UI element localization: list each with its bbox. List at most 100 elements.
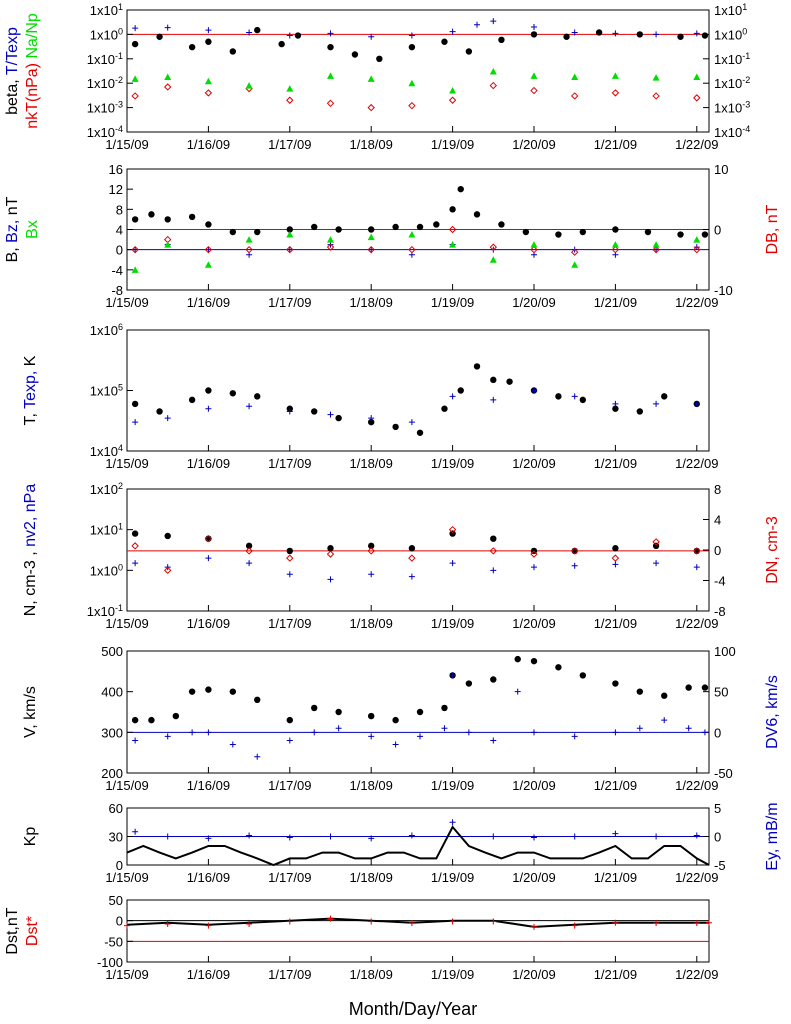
- data-point-density-1: [693, 564, 700, 571]
- data-point-beta-0: [441, 38, 448, 45]
- y-axis-label-density: N, cm-3 , nv2, nPa: [22, 484, 39, 617]
- data-point-mag-3: [611, 241, 619, 248]
- data-point-beta-0: [131, 40, 139, 48]
- data-point-temp-0: [335, 414, 342, 422]
- data-point-beta-1: [164, 24, 171, 31]
- data-point-beta-3: [652, 74, 660, 81]
- data-point-beta-1: [286, 32, 293, 39]
- data-point-temp-0: [457, 387, 464, 394]
- y-tick-label-right: 4: [714, 513, 721, 528]
- data-point-density-1: [368, 571, 375, 578]
- y-axis-label-right-density: DN, cm-3: [764, 516, 781, 584]
- y-tick-label-right: 0: [714, 543, 721, 558]
- x-tick-label: 1/18/09: [350, 137, 393, 152]
- y-axis-label-mag: B, Bz, nT: [4, 196, 21, 262]
- data-point-mag-0: [555, 231, 562, 238]
- data-point-mag-0: [416, 223, 424, 231]
- y-tick-label-right: 50: [714, 685, 728, 700]
- data-point-velocity-1: [701, 729, 708, 736]
- data-point-beta-3: [367, 75, 375, 82]
- data-point-temp-0: [392, 423, 399, 431]
- x-tick-label: 1/19/09: [431, 616, 474, 631]
- x-tick-label: 1/17/09: [268, 870, 311, 885]
- x-tick-label: 1/15/09: [105, 778, 148, 793]
- data-point-mag-0: [522, 228, 530, 236]
- data-point-velocity-1: [465, 729, 472, 736]
- y-tick-label: 0: [116, 243, 123, 258]
- data-point-dst-1: [449, 918, 456, 925]
- data-point-temp-0: [636, 408, 644, 415]
- data-point-mag-0: [457, 185, 464, 193]
- data-point-beta-0: [498, 36, 505, 44]
- data-point-beta-2: [131, 92, 139, 100]
- data-point-temp-0: [661, 393, 668, 400]
- data-point-mag-1: [286, 246, 293, 253]
- data-point-dst-1: [706, 919, 712, 926]
- y-tick-label: 50: [109, 893, 123, 908]
- data-point-mag-2: [204, 245, 213, 254]
- data-point-beta-0: [677, 33, 684, 40]
- data-point-dst-1: [490, 918, 497, 925]
- data-point-velocity-0: [286, 716, 293, 724]
- x-tick-label: 1/15/09: [105, 870, 148, 885]
- data-point-kp-1: [327, 833, 334, 840]
- data-point-beta-1: [653, 31, 660, 38]
- y-axis-label-kp: Kp: [22, 827, 39, 847]
- x-tick-label: 1/22/09: [675, 456, 718, 471]
- x-tick-label: 1/22/09: [675, 967, 718, 982]
- series-line-kp-0: [126, 825, 710, 867]
- data-point-velocity-1: [441, 725, 448, 732]
- data-point-beta-3: [489, 68, 497, 75]
- data-point-density-1: [530, 564, 537, 571]
- data-point-density-1: [286, 571, 293, 578]
- data-point-density-0: [408, 545, 416, 552]
- data-point-mag-0: [148, 211, 155, 218]
- data-point-temp-0: [131, 400, 139, 408]
- data-point-density-2: [245, 547, 253, 555]
- y-tick-label-right: -50: [714, 766, 733, 781]
- data-point-mag-0: [677, 231, 684, 238]
- data-point-beta-1: [327, 30, 334, 37]
- x-tick-label: 1/22/09: [675, 137, 718, 152]
- data-point-beta-1: [246, 29, 253, 36]
- y-tick-label: -100: [97, 955, 123, 970]
- data-point-mag-0: [473, 211, 481, 218]
- x-tick-label: 1/15/09: [105, 616, 148, 631]
- data-point-velocity-0: [335, 708, 342, 716]
- x-tick-label: 1/19/09: [431, 456, 474, 471]
- data-point-mag-0: [367, 226, 375, 233]
- data-point-mag-3: [367, 233, 375, 241]
- data-point-beta-0: [327, 43, 334, 51]
- data-point-mag-3: [530, 241, 538, 248]
- data-point-dst-1: [368, 918, 375, 925]
- data-point-temp-0: [579, 396, 587, 404]
- data-point-beta-2: [326, 99, 335, 108]
- data-point-density-1: [408, 573, 415, 580]
- data-point-mag-2: [326, 243, 335, 251]
- data-point-velocity-0: [514, 655, 521, 663]
- data-point-velocity-0: [205, 686, 212, 693]
- data-point-density-1: [205, 555, 212, 562]
- data-point-mag-0: [335, 226, 342, 233]
- data-point-density-2: [367, 547, 375, 555]
- data-point-beta-3: [408, 79, 416, 87]
- y-tick-label-right: 1x10-2: [714, 75, 750, 91]
- y-axis-label2-beta: nkT(nPa) Na/Np: [24, 13, 41, 129]
- y-tick-label: 1x10-1: [87, 603, 123, 619]
- data-point-beta-2: [163, 83, 172, 91]
- data-point-velocity-1: [392, 741, 399, 748]
- data-point-velocity-1: [368, 733, 375, 740]
- x-tick-label: 1/15/09: [105, 137, 148, 152]
- data-point-kp-1: [164, 833, 171, 840]
- y-tick-label: 1x104: [90, 443, 123, 459]
- data-point-dst-1: [530, 923, 537, 930]
- data-point-mag-0: [229, 228, 237, 236]
- data-point-mag-0: [498, 221, 505, 228]
- data-point-mag-2: [131, 245, 139, 254]
- data-point-temp-1: [164, 415, 171, 422]
- y-tick-label-right: 10: [714, 162, 728, 177]
- y-tick-label: 1x10-1: [87, 51, 123, 67]
- data-point-beta-3: [286, 85, 294, 92]
- data-point-mag-2: [611, 245, 620, 254]
- data-point-mag-3: [326, 236, 334, 243]
